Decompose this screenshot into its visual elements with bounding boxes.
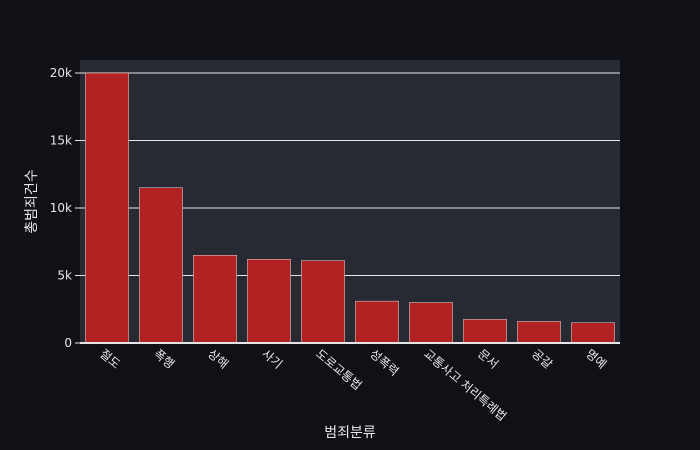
bar [517, 321, 561, 344]
bar [85, 72, 129, 344]
x-tick-label: 명예 [583, 347, 609, 372]
bars [80, 72, 620, 344]
x-tick-label: 성폭력 [367, 347, 401, 379]
x-tick-label: 절도 [97, 347, 123, 372]
bar [571, 322, 615, 344]
bar [247, 259, 291, 344]
x-tick-label: 공갈 [529, 347, 555, 372]
x-tick-label: 도로교통법 [313, 347, 364, 393]
x-tick-label: 폭행 [151, 346, 178, 372]
bar [463, 319, 507, 344]
x-tick-label: 상해 [205, 347, 231, 372]
y-tick-label: 0 [64, 336, 72, 350]
y-tick-label: 15k [50, 134, 72, 148]
bar [301, 260, 345, 344]
x-tick-label: 문서 [475, 347, 501, 372]
y-axis-ticks: 0 5k 10k 15k 20k [50, 66, 80, 350]
x-axis-title: 범죄분류 [324, 425, 376, 441]
y-tick-label: 5k [57, 269, 72, 283]
bar [193, 255, 237, 344]
bar [409, 302, 453, 344]
y-axis-title: 총범죄건수 [24, 169, 40, 234]
y-tick-label: 10k [50, 201, 72, 215]
bar [139, 187, 183, 344]
x-tick-label: 사기 [259, 347, 285, 372]
y-tick-label: 20k [50, 66, 72, 80]
bar [355, 300, 399, 344]
